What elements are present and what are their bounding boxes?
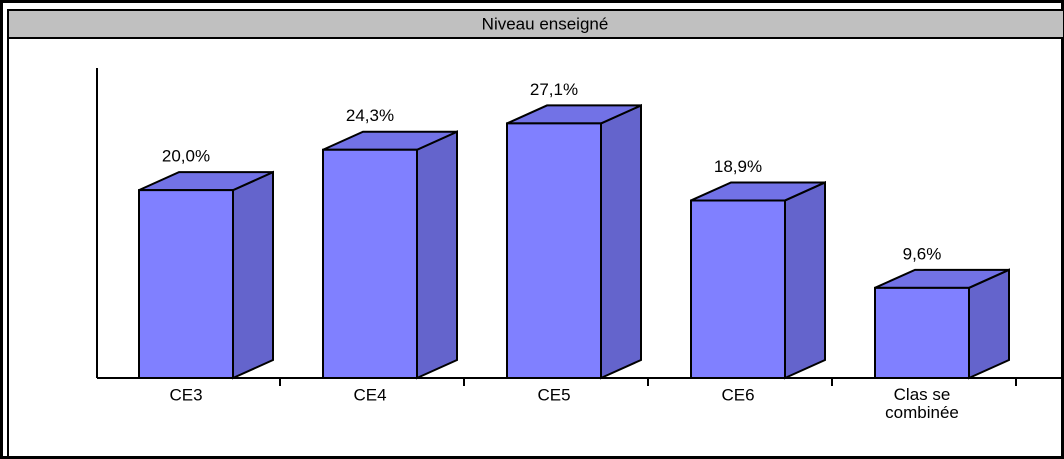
bar-side — [784, 180, 826, 380]
value-label: 9,6% — [903, 244, 942, 263]
value-label: 20,0% — [162, 147, 210, 166]
value-label: 24,3% — [346, 106, 394, 125]
x-tick-label: CE5 — [537, 385, 570, 404]
x-tick-label: Clas se combinée — [885, 385, 959, 422]
bar-front — [138, 189, 234, 379]
bar-front — [690, 199, 786, 379]
bar — [138, 170, 274, 380]
bar — [322, 130, 458, 380]
bar-front — [506, 122, 602, 379]
x-tick-label: CE3 — [169, 385, 202, 404]
chart-title: Niveau enseigné — [482, 14, 609, 33]
title-bar — [7, 9, 1064, 39]
x-tick-label: CE6 — [721, 385, 754, 404]
value-label: 18,9% — [714, 157, 762, 176]
bar — [690, 180, 826, 380]
bar-side — [600, 103, 642, 380]
x-tick-label: CE4 — [353, 385, 386, 404]
bar-front — [874, 286, 970, 379]
bar-side — [232, 170, 274, 380]
bar-front — [322, 148, 418, 379]
value-label: 27,1% — [530, 80, 578, 99]
bar-side — [416, 130, 458, 380]
bar — [506, 103, 642, 380]
bar — [874, 268, 1010, 380]
